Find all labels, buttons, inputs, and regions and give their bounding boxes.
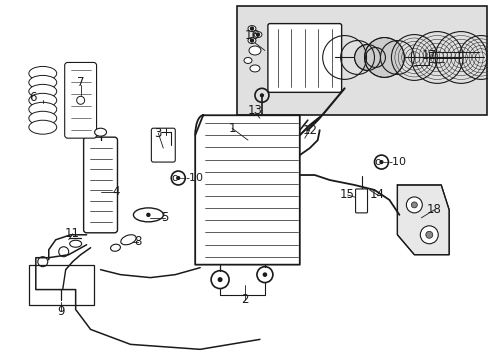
Circle shape — [146, 213, 149, 216]
Ellipse shape — [29, 102, 57, 116]
Circle shape — [250, 27, 253, 30]
Ellipse shape — [29, 111, 57, 125]
Circle shape — [263, 273, 266, 276]
Bar — [237, 6, 486, 115]
Text: -10: -10 — [185, 173, 203, 183]
Ellipse shape — [244, 58, 251, 63]
Text: 18: 18 — [426, 203, 441, 216]
Circle shape — [410, 202, 416, 208]
Ellipse shape — [29, 93, 57, 107]
Text: -10: -10 — [387, 157, 406, 167]
Ellipse shape — [253, 32, 262, 37]
Ellipse shape — [110, 244, 120, 251]
Text: 12: 12 — [302, 124, 317, 137]
Text: 15: 15 — [340, 188, 354, 202]
FancyBboxPatch shape — [267, 24, 341, 92]
Circle shape — [250, 39, 253, 42]
Ellipse shape — [247, 26, 255, 32]
Circle shape — [425, 231, 432, 238]
Text: 9: 9 — [57, 305, 64, 318]
FancyBboxPatch shape — [151, 128, 175, 162]
Ellipse shape — [29, 120, 57, 134]
Text: 16: 16 — [244, 29, 259, 42]
FancyBboxPatch shape — [83, 137, 117, 233]
Ellipse shape — [29, 84, 57, 98]
Circle shape — [420, 226, 437, 244]
Text: 3: 3 — [154, 127, 162, 140]
Ellipse shape — [248, 46, 261, 55]
Circle shape — [406, 197, 422, 213]
FancyBboxPatch shape — [355, 189, 367, 213]
Text: 11: 11 — [65, 227, 80, 240]
Text: 8: 8 — [135, 235, 142, 248]
Circle shape — [256, 33, 259, 36]
Ellipse shape — [29, 67, 57, 80]
Text: 2: 2 — [241, 293, 248, 306]
Text: 5: 5 — [162, 211, 169, 224]
Circle shape — [218, 278, 222, 282]
Text: 6: 6 — [29, 91, 37, 104]
Ellipse shape — [121, 235, 136, 245]
Polygon shape — [397, 185, 448, 255]
Circle shape — [260, 94, 263, 97]
Bar — [29, 265, 93, 305]
Ellipse shape — [94, 128, 106, 136]
Circle shape — [364, 37, 404, 77]
Text: 7: 7 — [77, 76, 84, 89]
Text: 1: 1 — [228, 122, 235, 135]
Ellipse shape — [247, 37, 255, 44]
Circle shape — [365, 48, 385, 67]
Circle shape — [177, 177, 179, 179]
Text: o: o — [170, 173, 177, 183]
Text: 17: 17 — [421, 49, 436, 62]
Ellipse shape — [29, 75, 57, 89]
Circle shape — [379, 161, 382, 163]
Ellipse shape — [249, 65, 260, 72]
Text: 13: 13 — [247, 104, 262, 117]
Text: o: o — [373, 157, 380, 167]
Text: 14: 14 — [369, 188, 384, 202]
Ellipse shape — [69, 240, 81, 247]
Text: 4: 4 — [113, 185, 120, 198]
FancyBboxPatch shape — [64, 62, 96, 138]
Circle shape — [354, 45, 380, 71]
